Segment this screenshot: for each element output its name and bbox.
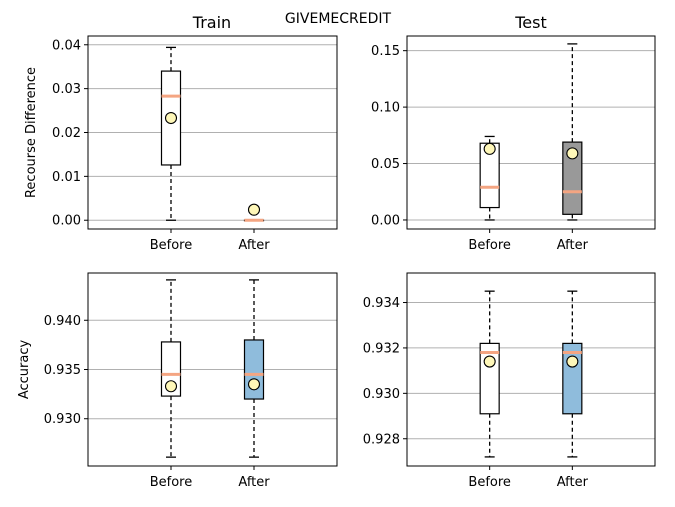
col-title-train: Train bbox=[192, 13, 231, 32]
y-tick-label: 0.02 bbox=[52, 126, 81, 141]
x-category-label: After bbox=[557, 238, 589, 253]
box-body bbox=[562, 141, 583, 215]
y-tick-label: 0.10 bbox=[371, 101, 400, 116]
panels: 0.00 0.01 0.02 0.03 0.04 Before After Recourse … bbox=[17, 35, 656, 490]
x-category-label: Before bbox=[150, 475, 193, 490]
y-tick-label: 0.01 bbox=[52, 170, 81, 185]
y-axis-label: Accuracy bbox=[17, 340, 32, 400]
y-tick-label: 0.932 bbox=[363, 341, 400, 356]
y-tick-label: 0.934 bbox=[363, 296, 400, 311]
y-axis-label: Recourse Difference bbox=[24, 67, 39, 198]
col-title-test: Test bbox=[514, 13, 547, 32]
axes-frame bbox=[87, 35, 338, 230]
mean-marker bbox=[247, 378, 261, 391]
panel-0: 0.00 0.01 0.02 0.03 0.04 Before After Recourse … bbox=[24, 35, 338, 253]
axes-frame bbox=[406, 35, 656, 230]
y-tick-label: 0.00 bbox=[371, 213, 400, 228]
y-tick-label: 0.930 bbox=[44, 412, 81, 427]
figure-suptitle: GIVEMECREDIT bbox=[285, 11, 392, 27]
mean-marker bbox=[483, 355, 496, 368]
x-category-label: After bbox=[238, 238, 270, 253]
mean-marker bbox=[247, 203, 261, 216]
mean-marker bbox=[566, 147, 579, 160]
y-tick-label: 0.03 bbox=[52, 82, 81, 97]
x-category-label: After bbox=[557, 475, 589, 490]
mean-marker bbox=[164, 111, 178, 125]
panel-2: 0.930 0.935 0.940 Before After Accuracy bbox=[17, 272, 338, 490]
x-category-label: Before bbox=[150, 238, 193, 253]
y-tick-label: 0.04 bbox=[52, 38, 81, 53]
mean-marker bbox=[483, 142, 496, 155]
axes-frame bbox=[87, 272, 338, 467]
y-tick-label: 0.15 bbox=[371, 44, 400, 59]
panel-1: 0.00 0.05 0.10 0.15 Before After bbox=[371, 35, 656, 253]
x-category-label: After bbox=[238, 475, 270, 490]
y-tick-label: 0.928 bbox=[363, 432, 400, 447]
y-tick-label: 0.930 bbox=[363, 387, 400, 402]
x-category-label: Before bbox=[468, 475, 511, 490]
y-tick-label: 0.05 bbox=[371, 157, 400, 172]
mean-marker bbox=[566, 355, 579, 368]
axes-frame bbox=[406, 272, 656, 467]
mean-marker bbox=[164, 380, 178, 393]
y-tick-label: 0.00 bbox=[52, 214, 81, 229]
y-tick-label: 0.940 bbox=[44, 314, 81, 329]
y-tick-label: 0.935 bbox=[44, 363, 81, 378]
panel-3: 0.928 0.930 0.932 0.934 Before After bbox=[363, 272, 656, 490]
x-category-label: Before bbox=[468, 238, 511, 253]
